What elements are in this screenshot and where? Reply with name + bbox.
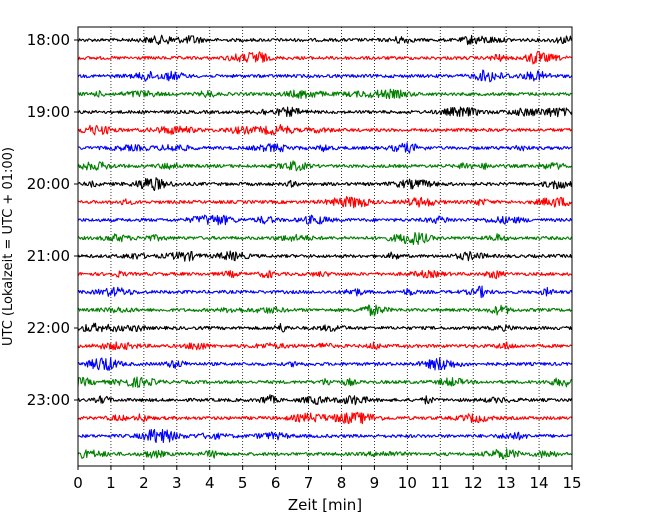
trace-1930 bbox=[77, 142, 573, 154]
trace-2115 bbox=[77, 269, 573, 280]
trace-2245 bbox=[77, 376, 573, 388]
x-tick-label: 5 bbox=[238, 474, 248, 492]
y-axis-ticks: 18:00 19:00 20:00 21:00 22:00 23:00 bbox=[27, 31, 78, 409]
plot-frame bbox=[77, 26, 573, 467]
x-tick-label: 11 bbox=[431, 474, 450, 492]
trace-2000 bbox=[77, 177, 573, 192]
y-tick-label: 18:00 bbox=[27, 31, 70, 49]
x-tick-label: 9 bbox=[370, 474, 380, 492]
grid-lines bbox=[110, 27, 540, 466]
x-axis-label: Zeit [min] bbox=[288, 496, 362, 514]
trace-1830 bbox=[77, 69, 573, 83]
trace-2300 bbox=[77, 394, 573, 406]
trace-2200 bbox=[77, 322, 573, 333]
trace-2315 bbox=[77, 411, 573, 425]
trace-2130 bbox=[77, 285, 573, 299]
x-tick-label: 13 bbox=[497, 474, 516, 492]
x-tick-label: 2 bbox=[139, 474, 149, 492]
trace-2045 bbox=[77, 231, 573, 246]
y-tick-label: 19:00 bbox=[27, 103, 70, 121]
x-tick-label: 4 bbox=[205, 474, 215, 492]
trace-1915 bbox=[77, 124, 573, 136]
trace-1815 bbox=[77, 50, 573, 65]
trace-2345 bbox=[77, 448, 573, 460]
trace-1945 bbox=[77, 160, 573, 172]
trace-1845 bbox=[77, 88, 573, 100]
x-tick-label: 8 bbox=[337, 474, 347, 492]
x-tick-label: 6 bbox=[271, 474, 281, 492]
trace-2230 bbox=[77, 357, 573, 372]
trace-1800 bbox=[77, 34, 573, 46]
trace-2030 bbox=[77, 214, 573, 226]
x-tick-label: 1 bbox=[106, 474, 116, 492]
y-tick-label: 22:00 bbox=[27, 319, 70, 337]
trace-2145 bbox=[77, 304, 573, 317]
seismogram-traces bbox=[77, 34, 573, 460]
trace-2215 bbox=[77, 341, 573, 351]
trace-2330 bbox=[77, 428, 573, 444]
x-axis-ticks: 0 1 2 3 4 5 6 7 8 9 10 11 12 13 14 15 bbox=[73, 466, 582, 492]
trace-2100 bbox=[77, 250, 573, 262]
trace-2015 bbox=[77, 195, 573, 209]
x-tick-label: 14 bbox=[530, 474, 549, 492]
x-tick-label: 0 bbox=[73, 474, 83, 492]
x-tick-label: 15 bbox=[562, 474, 581, 492]
x-tick-label: 3 bbox=[172, 474, 182, 492]
y-tick-label: 23:00 bbox=[27, 391, 70, 409]
x-tick-label: 10 bbox=[398, 474, 417, 492]
y-tick-label: 20:00 bbox=[27, 175, 70, 193]
x-tick-label: 7 bbox=[304, 474, 314, 492]
x-tick-label: 12 bbox=[464, 474, 483, 492]
y-tick-label: 21:00 bbox=[27, 247, 70, 265]
y-axis-label: UTC (Lokalzeit = UTC + 01:00) bbox=[1, 147, 16, 346]
trace-1900 bbox=[77, 106, 573, 118]
